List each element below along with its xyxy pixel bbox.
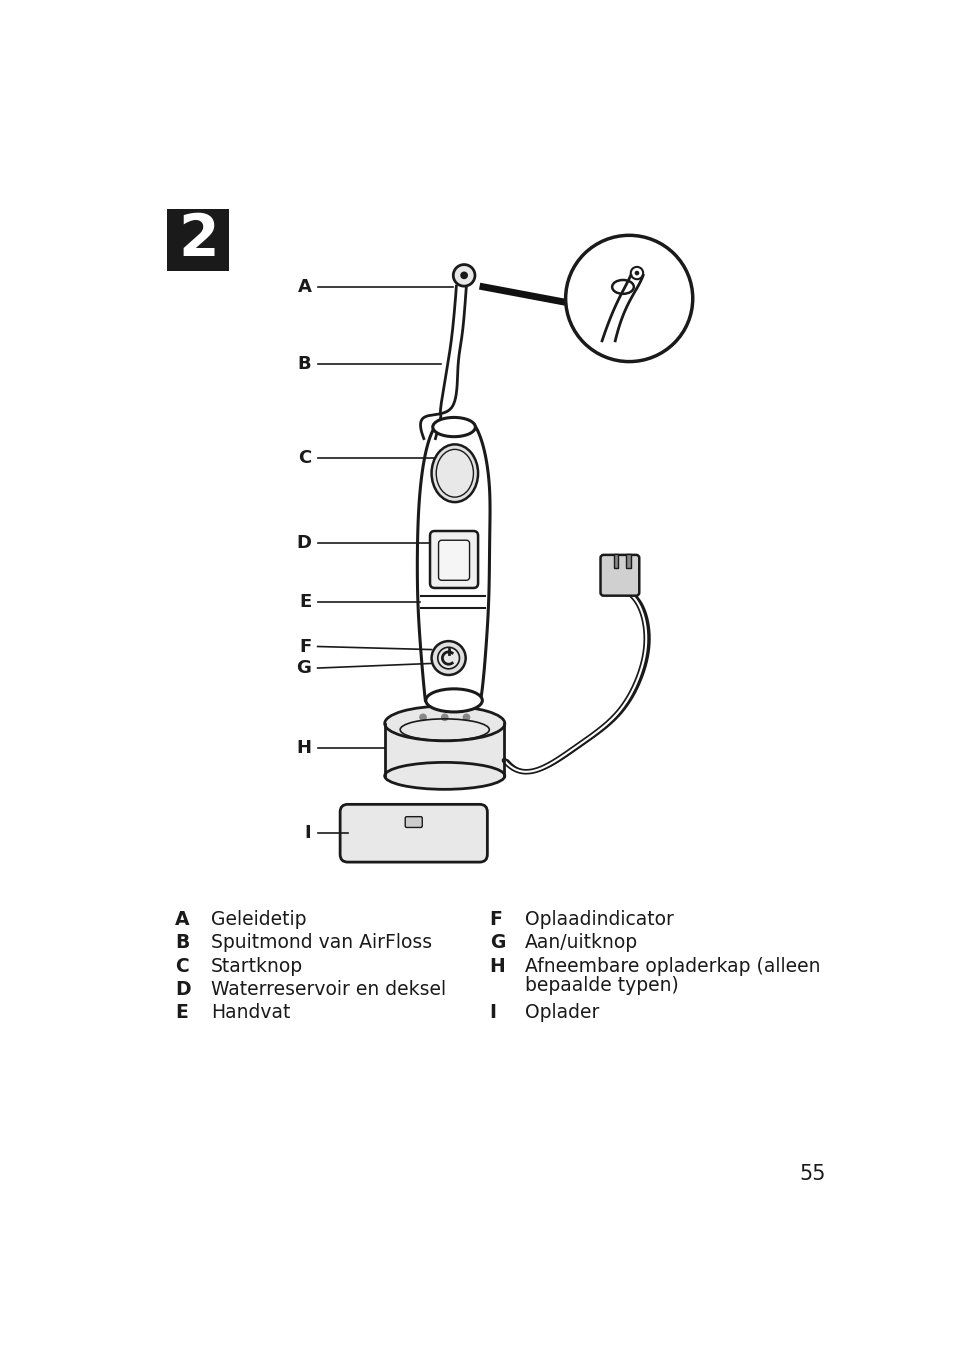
- Text: Oplader: Oplader: [525, 1003, 599, 1022]
- Text: 55: 55: [799, 1163, 825, 1184]
- FancyBboxPatch shape: [340, 804, 487, 862]
- Text: D: D: [174, 979, 191, 998]
- Text: Handvat: Handvat: [211, 1003, 290, 1022]
- Circle shape: [453, 265, 475, 286]
- Text: I: I: [489, 1003, 497, 1022]
- Circle shape: [462, 713, 470, 721]
- FancyBboxPatch shape: [430, 531, 477, 588]
- Text: C: C: [174, 956, 189, 975]
- Text: I: I: [305, 824, 311, 842]
- Circle shape: [418, 713, 427, 721]
- Circle shape: [431, 642, 465, 675]
- Text: G: G: [489, 933, 504, 952]
- Text: C: C: [298, 449, 311, 467]
- Ellipse shape: [384, 763, 504, 790]
- Text: H: H: [489, 956, 505, 975]
- FancyBboxPatch shape: [599, 555, 639, 596]
- Ellipse shape: [425, 689, 482, 712]
- Circle shape: [634, 270, 639, 276]
- FancyBboxPatch shape: [405, 816, 422, 827]
- Bar: [167, 208, 229, 270]
- Bar: [613, 554, 618, 568]
- Text: E: E: [174, 1003, 188, 1022]
- Ellipse shape: [431, 444, 477, 502]
- FancyBboxPatch shape: [438, 541, 469, 580]
- Text: G: G: [296, 659, 311, 677]
- Circle shape: [459, 272, 468, 280]
- Text: Spuitmond van AirFloss: Spuitmond van AirFloss: [211, 933, 432, 952]
- Text: E: E: [299, 593, 311, 611]
- Circle shape: [565, 235, 692, 362]
- Text: D: D: [296, 534, 311, 551]
- Text: Oplaadindicator: Oplaadindicator: [525, 911, 674, 929]
- Polygon shape: [385, 724, 504, 776]
- Ellipse shape: [433, 417, 475, 437]
- Text: 2: 2: [178, 211, 218, 269]
- Text: B: B: [297, 355, 311, 373]
- Text: F: F: [489, 911, 502, 929]
- Text: bepaalde typen): bepaalde typen): [525, 976, 679, 995]
- Text: A: A: [174, 911, 190, 929]
- Text: F: F: [299, 638, 311, 655]
- Text: H: H: [296, 740, 311, 757]
- Text: Geleidetip: Geleidetip: [211, 911, 306, 929]
- Text: Aan/uitknop: Aan/uitknop: [525, 933, 638, 952]
- Bar: [625, 554, 630, 568]
- Text: Waterreservoir en deksel: Waterreservoir en deksel: [211, 979, 445, 998]
- Ellipse shape: [384, 706, 504, 741]
- Polygon shape: [416, 428, 490, 701]
- Text: A: A: [297, 278, 311, 296]
- Text: Afneembare opladerkap (alleen: Afneembare opladerkap (alleen: [525, 956, 820, 975]
- Ellipse shape: [436, 449, 473, 498]
- Text: Startknop: Startknop: [211, 956, 302, 975]
- Text: B: B: [174, 933, 190, 952]
- Circle shape: [440, 713, 448, 721]
- Circle shape: [437, 647, 459, 668]
